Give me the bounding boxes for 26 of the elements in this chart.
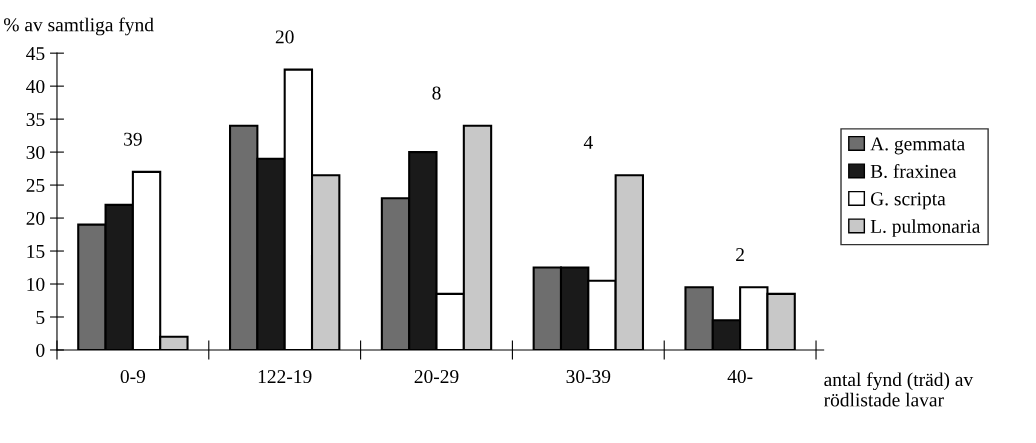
x-tick-label: 122-19 — [258, 370, 312, 384]
y-tick-label: 10 — [27, 277, 45, 291]
annotation: 2 — [736, 248, 744, 261]
y-tick-label: 45 — [26, 47, 45, 61]
annotation: 8 — [432, 86, 441, 100]
y-tick-label: 5 — [36, 311, 45, 324]
x-tick-label: 40- — [727, 369, 753, 384]
x-tick-label: 30-39 — [566, 369, 611, 384]
x-tick-label: 20-29 — [414, 369, 459, 384]
legend-label: L. pulmonaria — [870, 219, 981, 237]
y-tick-label: 30 — [26, 145, 45, 160]
annotation: 4 — [583, 136, 593, 149]
y-tick-label: 20 — [26, 211, 45, 225]
annotation: 39 — [124, 132, 142, 146]
x-axis-title: antal fynd (träd) av rödlistade lavar — [824, 372, 974, 407]
y-tick-label: 35 — [26, 112, 45, 127]
y-tick-label: 25 — [26, 178, 45, 193]
y-tick-label: 40 — [26, 79, 45, 94]
y-tick-label: 15 — [27, 244, 45, 258]
x-tick-label: 0-9 — [120, 369, 146, 384]
legend-label: B. fraxinea — [870, 164, 957, 179]
y-axis-title: % av samtliga fynd — [3, 17, 154, 36]
text: 20 — [275, 30, 294, 44]
legend-label: G. scripta — [870, 192, 946, 210]
y-tick-label: 0 — [36, 343, 45, 357]
legend-label: A. gemmata — [870, 137, 965, 155]
